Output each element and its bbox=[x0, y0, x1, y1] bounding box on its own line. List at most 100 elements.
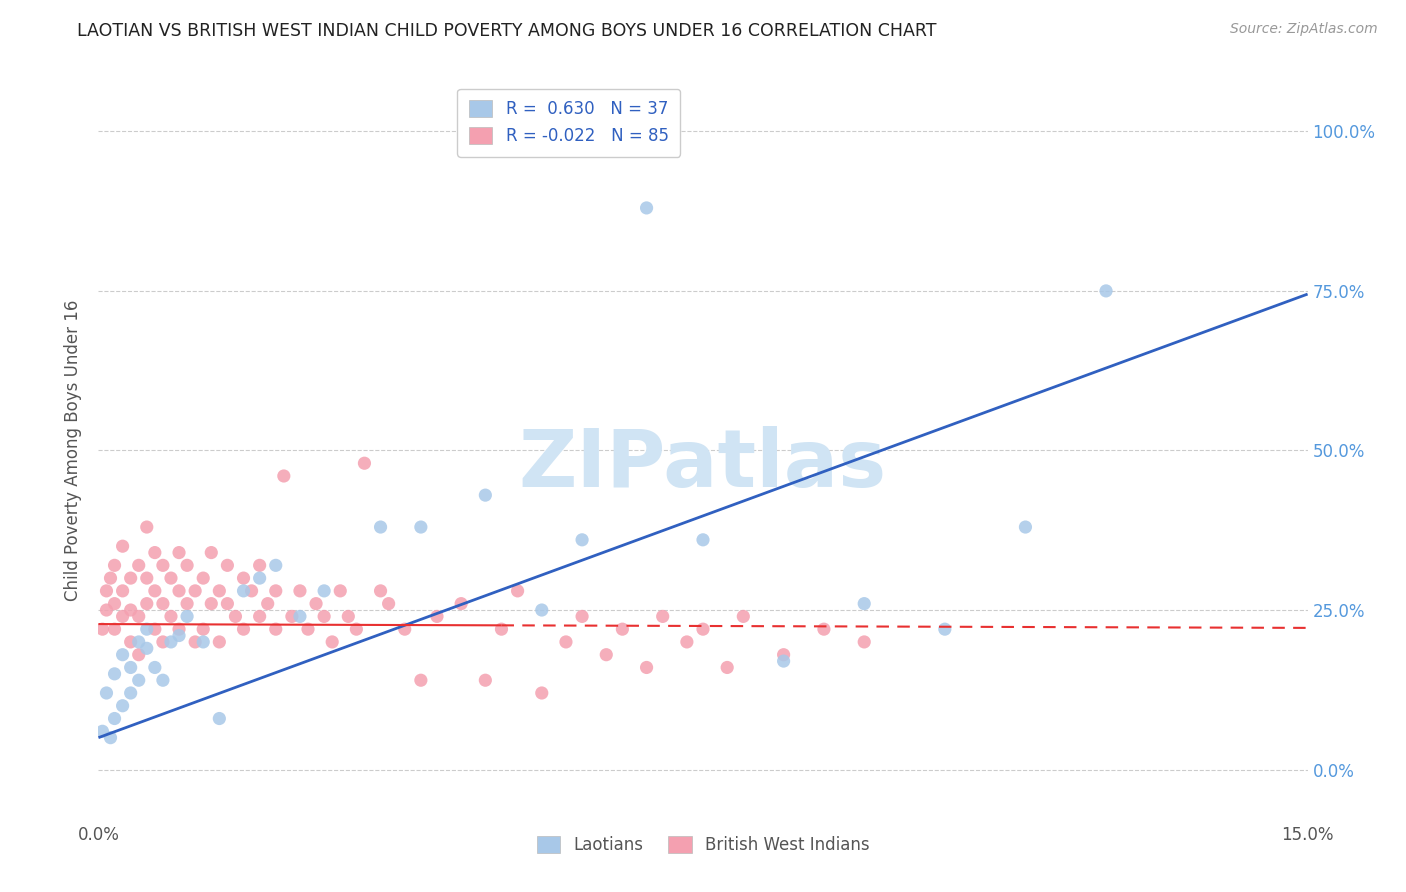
Point bbox=[264, 558, 287, 573]
Point bbox=[240, 583, 263, 598]
Point bbox=[176, 558, 198, 573]
Text: Source: ZipAtlas.com: Source: ZipAtlas.com bbox=[1230, 22, 1378, 37]
Point bbox=[353, 456, 375, 470]
Point bbox=[160, 571, 183, 585]
Point bbox=[193, 571, 215, 585]
Point bbox=[321, 635, 343, 649]
Text: LAOTIAN VS BRITISH WEST INDIAN CHILD POVERTY AMONG BOYS UNDER 16 CORRELATION CHA: LAOTIAN VS BRITISH WEST INDIAN CHILD POV… bbox=[77, 22, 936, 40]
Point bbox=[450, 597, 472, 611]
Point bbox=[128, 609, 150, 624]
Point bbox=[1014, 520, 1036, 534]
Point bbox=[135, 571, 157, 585]
Point bbox=[103, 622, 125, 636]
Point bbox=[426, 609, 449, 624]
Point bbox=[337, 609, 360, 624]
Point bbox=[111, 609, 134, 624]
Point bbox=[692, 533, 714, 547]
Point bbox=[249, 571, 271, 585]
Point bbox=[288, 583, 311, 598]
Point bbox=[772, 648, 794, 662]
Point bbox=[135, 622, 157, 636]
Point bbox=[555, 635, 578, 649]
Point bbox=[160, 635, 183, 649]
Point bbox=[167, 629, 190, 643]
Point bbox=[273, 469, 295, 483]
Point bbox=[530, 686, 553, 700]
Point bbox=[120, 686, 142, 700]
Point bbox=[100, 571, 122, 585]
Point bbox=[103, 666, 125, 681]
Point bbox=[200, 545, 222, 559]
Point bbox=[232, 622, 254, 636]
Point bbox=[184, 583, 207, 598]
Point bbox=[96, 583, 118, 598]
Point bbox=[329, 583, 352, 598]
Point bbox=[160, 609, 183, 624]
Point bbox=[305, 597, 328, 611]
Y-axis label: Child Poverty Among Boys Under 16: Child Poverty Among Boys Under 16 bbox=[65, 300, 83, 601]
Point bbox=[217, 558, 239, 573]
Point bbox=[128, 635, 150, 649]
Point bbox=[152, 635, 174, 649]
Point bbox=[120, 660, 142, 674]
Point bbox=[224, 609, 246, 624]
Point bbox=[208, 635, 231, 649]
Point bbox=[314, 583, 336, 598]
Point bbox=[128, 558, 150, 573]
Point bbox=[281, 609, 304, 624]
Point bbox=[152, 558, 174, 573]
Point bbox=[264, 622, 287, 636]
Point bbox=[256, 597, 278, 611]
Point bbox=[120, 635, 142, 649]
Point bbox=[692, 622, 714, 636]
Point bbox=[571, 609, 593, 624]
Point bbox=[143, 660, 166, 674]
Point bbox=[595, 648, 617, 662]
Point bbox=[813, 622, 835, 636]
Point bbox=[135, 641, 157, 656]
Legend: Laotians, British West Indians: Laotians, British West Indians bbox=[526, 826, 880, 864]
Point bbox=[571, 533, 593, 547]
Point bbox=[853, 597, 876, 611]
Point bbox=[143, 545, 166, 559]
Point bbox=[103, 597, 125, 611]
Point bbox=[193, 635, 215, 649]
Point bbox=[193, 622, 215, 636]
Point bbox=[394, 622, 416, 636]
Point bbox=[474, 488, 496, 502]
Point bbox=[208, 712, 231, 726]
Point bbox=[100, 731, 122, 745]
Point bbox=[152, 673, 174, 688]
Point bbox=[167, 545, 190, 559]
Point bbox=[120, 603, 142, 617]
Point bbox=[103, 558, 125, 573]
Text: ZIPatlas: ZIPatlas bbox=[519, 426, 887, 504]
Point bbox=[217, 597, 239, 611]
Point bbox=[184, 635, 207, 649]
Point bbox=[651, 609, 673, 624]
Point bbox=[111, 583, 134, 598]
Point bbox=[264, 583, 287, 598]
Point bbox=[344, 622, 367, 636]
Point bbox=[530, 603, 553, 617]
Point bbox=[143, 583, 166, 598]
Point bbox=[232, 583, 254, 598]
Point bbox=[120, 571, 142, 585]
Point bbox=[111, 648, 134, 662]
Point bbox=[409, 520, 432, 534]
Point bbox=[716, 660, 738, 674]
Point bbox=[232, 571, 254, 585]
Point bbox=[370, 583, 392, 598]
Point bbox=[377, 597, 399, 611]
Point bbox=[176, 597, 198, 611]
Point bbox=[167, 583, 190, 598]
Point bbox=[853, 635, 876, 649]
Point bbox=[96, 603, 118, 617]
Point bbox=[208, 583, 231, 598]
Point bbox=[176, 609, 198, 624]
Point bbox=[249, 558, 271, 573]
Point bbox=[128, 648, 150, 662]
Point bbox=[612, 622, 634, 636]
Point bbox=[636, 660, 658, 674]
Point bbox=[636, 201, 658, 215]
